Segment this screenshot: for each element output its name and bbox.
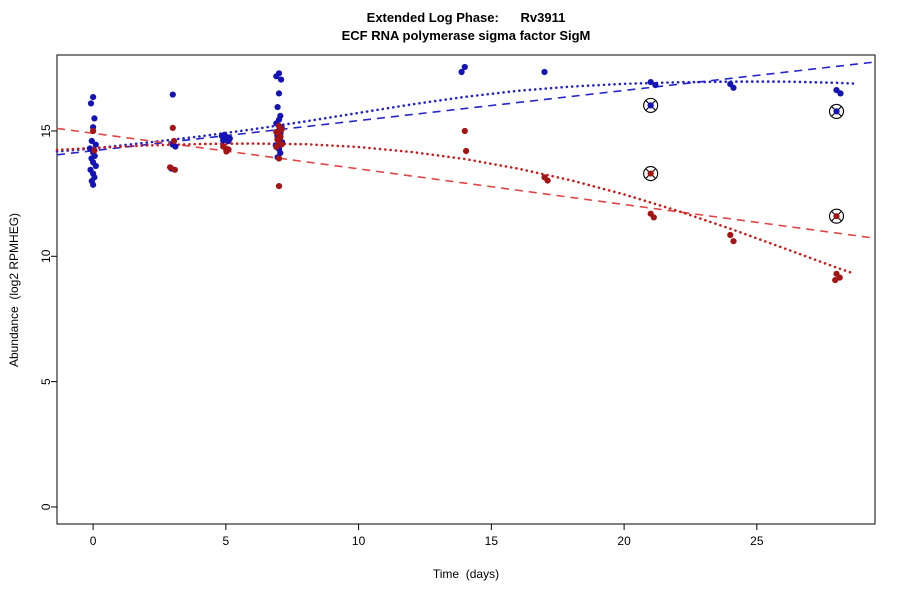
red-condition-point bbox=[278, 141, 285, 148]
y-tick-label: 15 bbox=[39, 124, 53, 138]
x-tick-label: 15 bbox=[485, 534, 499, 548]
outlier-point bbox=[833, 108, 840, 115]
red-condition-point bbox=[169, 124, 176, 131]
blue-condition-point bbox=[730, 84, 737, 91]
chart-title: Extended Log Phase: Rv3911 bbox=[366, 10, 566, 25]
red-condition-point bbox=[167, 164, 174, 171]
outlier-point bbox=[647, 102, 654, 109]
blue-condition-point bbox=[169, 91, 176, 98]
red-condition-point bbox=[171, 166, 178, 173]
blue-condition-point bbox=[278, 76, 285, 83]
blue-condition-point bbox=[90, 94, 97, 101]
blue-condition-point bbox=[172, 143, 179, 150]
plot-border bbox=[56, 54, 876, 525]
red-condition-point bbox=[223, 148, 230, 155]
x-tick-label: 20 bbox=[617, 534, 631, 548]
blue-condition-point bbox=[647, 79, 654, 86]
blue-condition-point bbox=[652, 82, 659, 89]
red-condition-point bbox=[727, 231, 734, 239]
blue-condition-point bbox=[87, 100, 95, 107]
chart-subtitle: ECF RNA polymerase sigma factor SigM bbox=[341, 28, 591, 43]
red-condition-point bbox=[273, 143, 280, 151]
y-tick-label: 10 bbox=[39, 249, 53, 263]
red-condition-point bbox=[91, 147, 98, 154]
blue-condition-point bbox=[88, 137, 95, 145]
y-tick-label: 0 bbox=[39, 503, 53, 510]
blue-condition-point bbox=[837, 90, 844, 97]
blue-condition-point bbox=[275, 90, 283, 97]
outlier-circle bbox=[643, 97, 659, 113]
blue-condition-point bbox=[90, 181, 97, 188]
red-condition-point bbox=[650, 214, 657, 221]
red-condition-point bbox=[544, 177, 551, 184]
fit-line-blue-linear-fit bbox=[56, 61, 876, 156]
blue-condition-point bbox=[92, 162, 99, 170]
outlier-point bbox=[647, 170, 654, 177]
x-tick-label: 0 bbox=[90, 534, 97, 548]
outlier-point bbox=[833, 213, 840, 220]
red-condition-point bbox=[275, 155, 283, 162]
blue-condition-point bbox=[92, 141, 99, 148]
red-condition-point bbox=[730, 238, 737, 245]
blue-condition-point bbox=[458, 68, 465, 76]
fit-line-red-linear-fit bbox=[56, 127, 876, 239]
blue-condition-point bbox=[220, 137, 227, 144]
blue-condition-point bbox=[273, 73, 280, 80]
red-condition-point bbox=[463, 147, 470, 155]
outlier-circle bbox=[828, 103, 845, 119]
x-tick-label: 10 bbox=[352, 534, 366, 548]
outlier-circle bbox=[828, 208, 845, 224]
fit-line-blue-smooth-fit bbox=[55, 80, 860, 153]
red-condition-point bbox=[90, 127, 97, 135]
x-tick-label: 25 bbox=[750, 534, 764, 548]
blue-condition-point bbox=[91, 115, 98, 122]
y-tick-label: 5 bbox=[39, 378, 53, 385]
fit-line-red-smooth-fit bbox=[55, 142, 854, 275]
red-condition-point bbox=[275, 183, 283, 190]
outlier-circle bbox=[643, 166, 659, 182]
x-tick-label: 5 bbox=[223, 534, 230, 548]
red-condition-point bbox=[461, 127, 468, 135]
red-condition-point bbox=[171, 137, 178, 145]
blue-condition-point bbox=[274, 104, 281, 111]
blue-condition-point bbox=[541, 68, 548, 76]
red-condition-point bbox=[832, 277, 839, 284]
red-condition-point bbox=[278, 126, 285, 133]
blue-condition-point bbox=[461, 63, 468, 71]
x-axis-label: Time (days) bbox=[432, 567, 500, 581]
blue-condition-point bbox=[225, 137, 232, 145]
